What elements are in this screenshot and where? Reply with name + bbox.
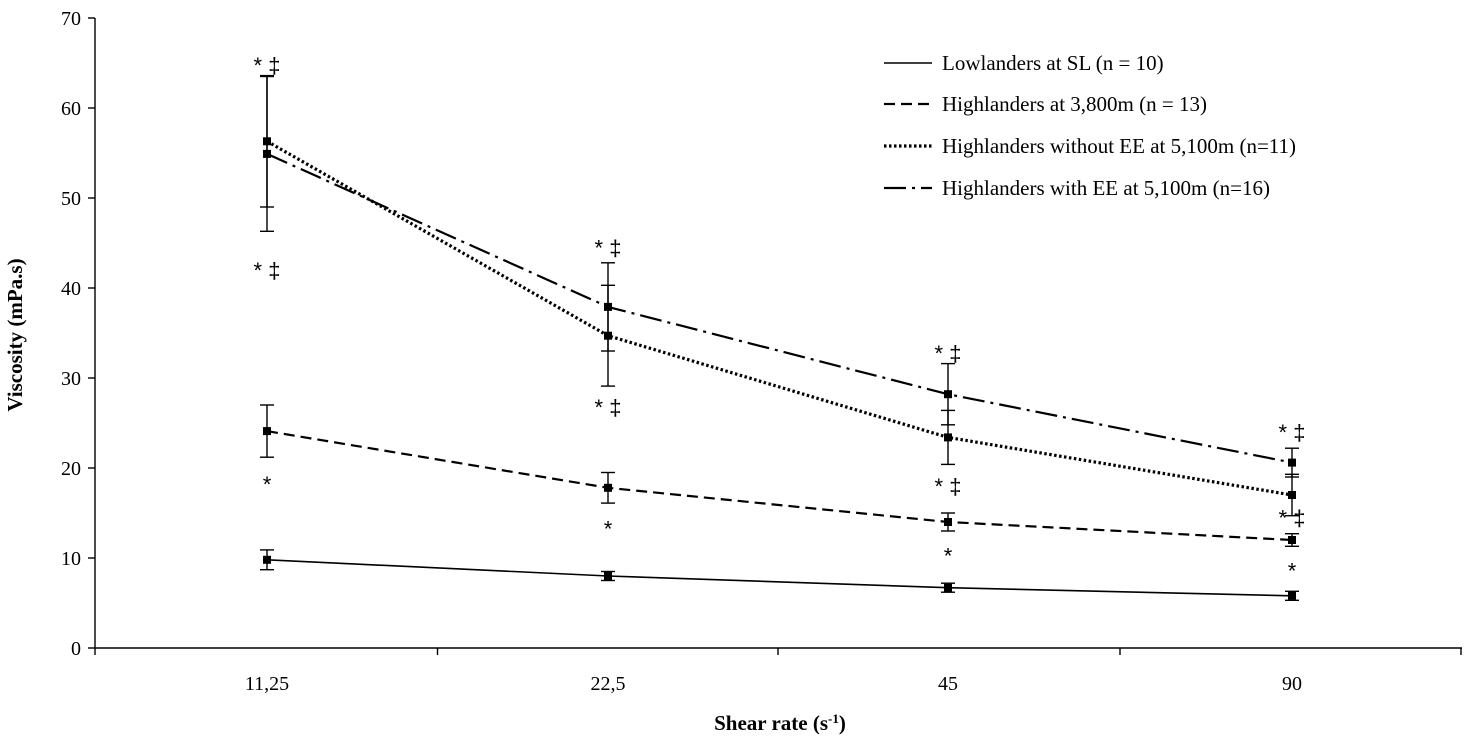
x-axis-title-main: Shear rate (s — [714, 711, 828, 735]
data-point — [263, 427, 271, 436]
significance-marker: * ‡ — [1279, 506, 1306, 531]
y-tick-label: 0 — [71, 638, 81, 660]
y-tick-label: 40 — [61, 278, 81, 300]
significance-marker: * — [604, 516, 613, 541]
series-dashdot — [260, 75, 1299, 478]
significance-marker: * ‡ — [254, 258, 281, 283]
y-axis-title: Viscosity (mPa.s) — [3, 258, 27, 411]
data-point — [263, 149, 271, 158]
x-tick-label: 22,5 — [591, 673, 626, 695]
series-line — [266, 152, 1293, 464]
x-tick-label: 90 — [1282, 673, 1302, 695]
series-line — [266, 559, 1293, 597]
legend-item: Lowlanders at SL (n = 10) — [884, 51, 1164, 75]
y-tick-label: 50 — [61, 188, 81, 210]
series-line — [266, 430, 1293, 542]
data-point — [604, 302, 612, 311]
data-point — [944, 433, 952, 442]
significance-marker: * ‡ — [1279, 420, 1306, 445]
legend-label: Highlanders with EE at 5,100m (n=16) — [942, 176, 1270, 200]
x-tick-label: 45 — [938, 673, 958, 695]
legend-label: Lowlanders at SL (n = 10) — [942, 51, 1164, 75]
data-point — [944, 583, 952, 592]
data-point — [604, 572, 612, 580]
legend-item: Highlanders with EE at 5,100m (n=16) — [884, 176, 1270, 200]
significance-marker: * ‡ — [254, 53, 281, 78]
data-point — [263, 555, 271, 564]
annotation-layer: * ‡ * ‡ * * ‡ * ‡ * * ‡ * ‡ * * ‡ * ‡ * — [254, 53, 1306, 584]
series-solid — [260, 549, 1299, 601]
significance-marker: * — [1288, 559, 1297, 584]
significance-marker: * ‡ — [595, 395, 622, 420]
data-point — [1288, 536, 1296, 544]
legend: Lowlanders at SL (n = 10) Highlanders at … — [884, 51, 1296, 200]
y-tick-label: 20 — [61, 458, 81, 480]
series-line — [266, 139, 1293, 497]
legend-label: Highlanders without EE at 5,100m (n=11) — [942, 134, 1296, 158]
data-point — [1288, 491, 1296, 499]
data-point — [1288, 591, 1296, 600]
data-point — [1288, 458, 1296, 467]
significance-marker: * — [944, 543, 953, 568]
x-axis: 11,25 22,5 45 90 — [94, 647, 1462, 695]
x-tick-label: 11,25 — [245, 673, 289, 695]
y-tick-label: 60 — [61, 98, 81, 120]
legend-label: Highlanders at 3,800m (n = 13) — [942, 92, 1207, 116]
significance-marker: * ‡ — [935, 474, 962, 499]
legend-item: Highlanders at 3,800m (n = 13) — [884, 92, 1207, 116]
data-point — [944, 518, 952, 526]
significance-marker: * ‡ — [595, 236, 622, 261]
significance-marker: * ‡ — [935, 341, 962, 366]
series-dashed — [260, 404, 1299, 547]
legend-item: Highlanders without EE at 5,100m (n=11) — [884, 134, 1296, 158]
significance-marker: * — [263, 472, 272, 497]
y-tick-label: 30 — [61, 368, 81, 390]
y-axis: 0 10 20 30 40 50 60 70 — [61, 8, 96, 660]
y-tick-label: 70 — [61, 8, 81, 30]
data-point — [944, 390, 952, 399]
y-tick-label: 10 — [61, 548, 81, 570]
x-axis-title: Shear rate (s-1) — [714, 711, 846, 736]
series-layer — [260, 74, 1299, 601]
data-point — [604, 483, 612, 492]
x-axis-title-superscript: -1 — [828, 711, 839, 726]
x-axis-title-suffix: ) — [839, 711, 846, 735]
